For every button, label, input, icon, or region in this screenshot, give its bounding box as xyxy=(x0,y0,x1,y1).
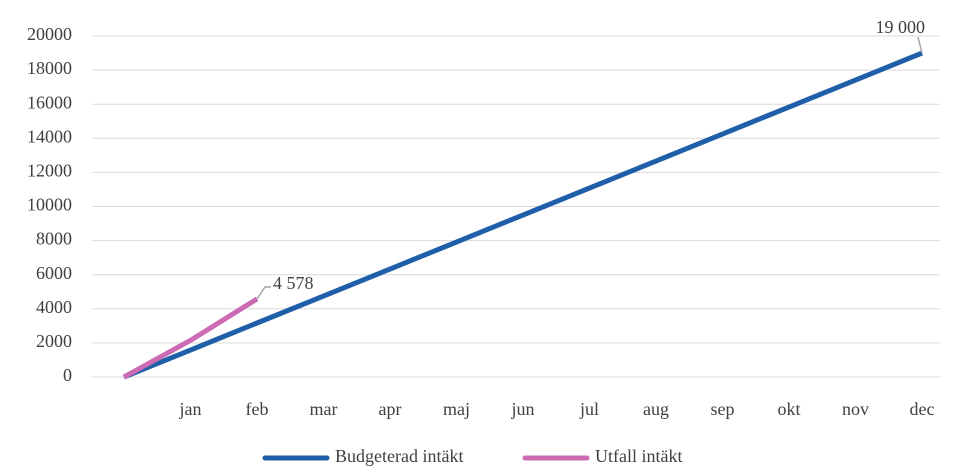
leader-line xyxy=(256,286,271,300)
x-tick-label: mar xyxy=(310,399,338,419)
series-line xyxy=(122,296,259,380)
x-tick-label: jan xyxy=(179,399,202,419)
y-tick-label: 18000 xyxy=(27,58,72,78)
legend-label: Budgeterad intäkt xyxy=(335,446,463,466)
y-tick-label: 6000 xyxy=(36,263,72,283)
data-label: 4 578 xyxy=(273,273,314,293)
data-label: 19 000 xyxy=(876,17,926,37)
legend-label: Utfall intäkt xyxy=(595,446,682,466)
y-tick-label: 8000 xyxy=(36,229,72,249)
y-tick-label: 16000 xyxy=(27,92,72,112)
y-tick-label: 10000 xyxy=(27,195,72,215)
y-tick-label: 12000 xyxy=(27,161,72,181)
x-tick-label: jun xyxy=(510,399,534,419)
y-tick-label: 14000 xyxy=(27,126,72,146)
y-tick-label: 4000 xyxy=(36,297,72,317)
y-tick-label: 20000 xyxy=(27,24,72,44)
leader-line xyxy=(917,36,923,54)
x-tick-label: okt xyxy=(777,399,800,419)
series-line xyxy=(123,50,923,380)
x-tick-label: dec xyxy=(910,399,935,419)
x-tick-label: jul xyxy=(579,399,599,419)
x-tick-label: apr xyxy=(379,399,402,419)
y-tick-label: 2000 xyxy=(36,331,72,351)
y-tick-label: 0 xyxy=(63,365,72,385)
x-tick-label: nov xyxy=(842,399,869,419)
x-tick-label: aug xyxy=(643,399,669,419)
x-tick-label: feb xyxy=(246,399,269,419)
x-tick-label: maj xyxy=(443,399,470,419)
x-tick-label: sep xyxy=(711,399,735,419)
